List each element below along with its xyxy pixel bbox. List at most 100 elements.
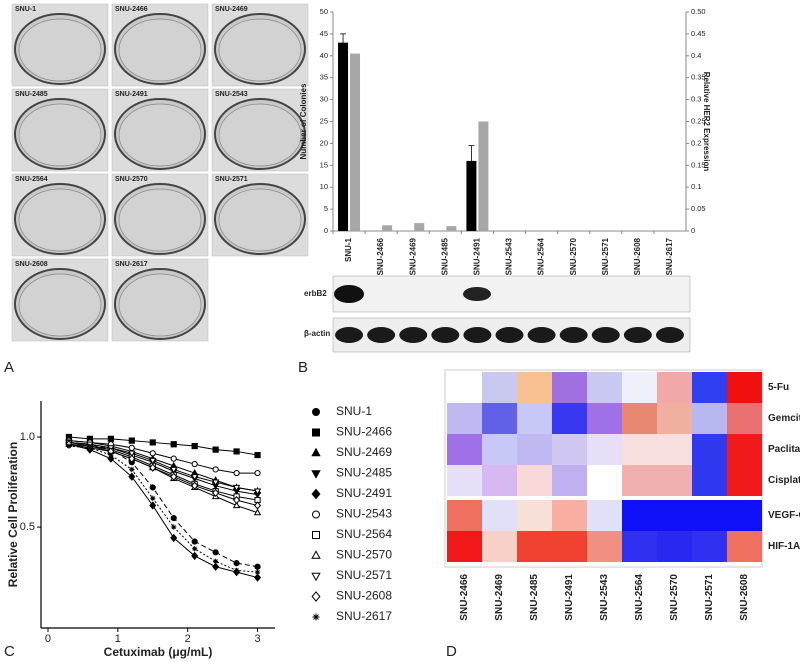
heatmap-cell: [657, 434, 692, 465]
well-inner: [218, 18, 302, 82]
x-tick-label: SNU-2617: [665, 237, 674, 275]
y2-tick-label: 0.35: [691, 73, 706, 82]
heatmap-cell: [657, 531, 692, 562]
series-line: [68, 443, 258, 514]
heatmap-cell: [692, 465, 727, 496]
well-inner: [18, 103, 102, 167]
panel-label: D: [446, 643, 457, 660]
panel-label: A: [4, 359, 14, 376]
x-tick-label: 0: [45, 633, 51, 645]
row-label: Paclitaxel: [768, 444, 800, 455]
well-label: SNU-2466: [115, 6, 148, 13]
y-tick-label: 50: [320, 7, 328, 16]
blot-band: [495, 327, 524, 343]
y-tick-label: 15: [320, 160, 328, 169]
x-tick-label: SNU-2571: [601, 237, 610, 275]
legend-marker: [312, 531, 320, 539]
data-point: [170, 455, 177, 462]
data-point: [253, 488, 262, 496]
column-label: SNU-2466: [459, 574, 470, 621]
y2-tick-label: 0.2: [691, 138, 701, 147]
well-inner: [218, 103, 302, 167]
legend-label: SNU-2491: [336, 486, 392, 500]
legend-label: SNU-2617: [336, 609, 392, 623]
legend-marker: [312, 428, 320, 437]
x-tick-label: SNU-2491: [473, 237, 482, 275]
row-label: VEGF-C: [768, 510, 800, 521]
row-label: Gemcitabine: [768, 413, 800, 424]
data-point: [254, 501, 262, 510]
x-tick-label: SNU-2543: [505, 237, 514, 275]
y2-tick-label: 0.25: [691, 116, 706, 125]
series-line: [68, 441, 258, 492]
well-label: SNU-2570: [115, 176, 148, 183]
heatmap-cell: [727, 500, 762, 531]
bar: [338, 42, 349, 231]
bar: [414, 223, 425, 231]
y2-tick-label: 0.05: [691, 204, 706, 213]
data-point: [149, 484, 156, 491]
series-line: [68, 441, 258, 568]
well-label: SNU-2491: [115, 91, 148, 98]
data-point: [149, 450, 156, 457]
series-line: [68, 443, 258, 506]
heatmap-cell: [692, 403, 727, 434]
well-label: SNU-1: [15, 6, 36, 13]
data-point: [192, 546, 198, 552]
legend-label: SNU-2608: [336, 589, 392, 603]
blot-band: [463, 327, 492, 343]
well-label: SNU-2469: [215, 6, 248, 13]
y-axis-title: Number of Colonies: [299, 83, 308, 160]
heatmap-cell: [447, 465, 482, 496]
x-tick-label: 3: [254, 633, 260, 645]
data-point: [149, 457, 157, 465]
heatmap-cell: [552, 434, 587, 465]
data-point: [212, 488, 220, 498]
column-label: SNU-2469: [494, 574, 505, 621]
legend-marker: [311, 591, 321, 602]
bar: [466, 160, 477, 231]
legend-label: SNU-2469: [336, 445, 392, 459]
data-point: [170, 533, 178, 543]
x-tick-label: SNU-2469: [408, 237, 417, 275]
blot-band: [527, 327, 556, 343]
legend-marker: [311, 447, 321, 457]
y-tick-label: 40: [320, 51, 328, 60]
heatmap-cell: [587, 531, 622, 562]
data-point: [128, 450, 136, 458]
data-point: [212, 466, 219, 473]
legend-label: SNU-2570: [336, 548, 392, 562]
well-label: SNU-2564: [15, 176, 48, 183]
y-tick-label: 25: [320, 116, 328, 125]
legend-marker: [311, 550, 321, 559]
legend-label: SNU-1: [336, 404, 372, 418]
heatmap-cell: [692, 434, 727, 465]
column-label: SNU-2571: [704, 574, 715, 621]
data-point: [149, 439, 156, 446]
data-point: [190, 474, 199, 481]
heatmap-cell: [517, 403, 552, 434]
x-tick-label: SNU-1: [344, 237, 353, 262]
data-point: [108, 452, 114, 458]
heatmap-cell: [482, 465, 517, 496]
heatmap-cell: [657, 465, 692, 496]
column-label: SNU-2485: [529, 574, 540, 621]
blot-band: [655, 327, 684, 343]
heatmap-cell: [517, 372, 552, 403]
data-point: [233, 560, 240, 567]
x-tick-label: SNU-2485: [440, 237, 449, 275]
panel-label: B: [298, 359, 308, 376]
heatmap-cell: [552, 403, 587, 434]
y2-tick-label: 0.45: [691, 29, 706, 38]
blot-band: [623, 327, 652, 343]
blot-band: [334, 285, 364, 303]
x-tick-label: 1: [115, 633, 121, 645]
legend-marker: [311, 488, 321, 500]
y-tick-label: 5: [324, 204, 328, 213]
y2-tick-label: 0.50: [691, 7, 706, 16]
well-inner: [118, 103, 202, 167]
heatmap-cell: [727, 372, 762, 403]
heatmap-cell: [552, 465, 587, 496]
data-point: [233, 495, 241, 505]
legend-label: SNU-2564: [336, 527, 392, 541]
